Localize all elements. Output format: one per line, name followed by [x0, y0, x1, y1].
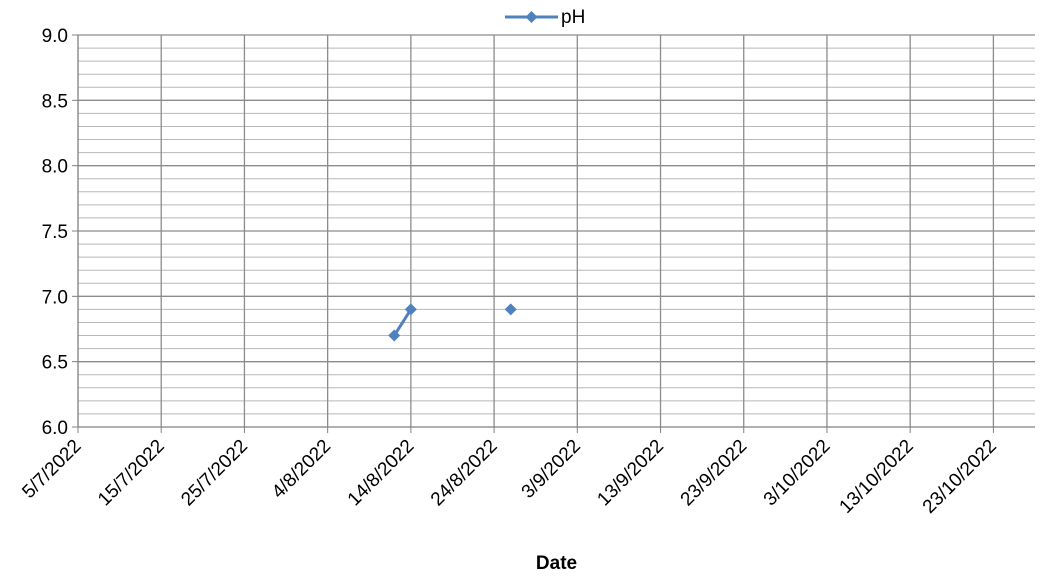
y-tick-label: 7.0: [42, 287, 68, 308]
y-tick-label: 6.0: [42, 418, 68, 439]
y-tick-label: 9.0: [42, 26, 68, 47]
x-tick-label: 23/9/2022: [677, 436, 752, 511]
data-point-ph: [388, 329, 401, 342]
y-tick-label: 8.5: [42, 91, 68, 112]
x-tick-label: 25/7/2022: [177, 436, 252, 511]
legend-label: pH: [561, 7, 585, 28]
legend: pH: [505, 7, 585, 28]
axes: [72, 34, 1035, 433]
x-tick-label: 4/8/2022: [268, 436, 335, 503]
x-tick-label: 15/7/2022: [94, 436, 169, 511]
x-tick-label: 3/10/2022: [760, 436, 835, 511]
x-tick-label: 23/10/2022: [919, 436, 1001, 518]
x-tick-label: 24/8/2022: [427, 436, 502, 511]
x-tick-label: 5/7/2022: [18, 436, 85, 503]
x-tick-label: 14/8/2022: [344, 436, 419, 511]
data-point-ph: [404, 303, 417, 316]
y-tick-label: 7.5: [42, 222, 68, 243]
x-tick-label: 13/10/2022: [836, 436, 918, 518]
data-point-ph: [504, 303, 517, 316]
legend-diamond-icon: [525, 11, 538, 23]
series-line-ph: [392, 308, 413, 337]
x-axis-title: Date: [536, 553, 577, 574]
series-ph: [388, 303, 517, 342]
grid: [78, 34, 1035, 427]
x-tick-label: 3/9/2022: [518, 436, 585, 503]
x-tick-label: 13/9/2022: [593, 436, 668, 511]
y-tick-label: 6.5: [42, 353, 68, 374]
y-tick-label: 8.0: [42, 157, 68, 178]
